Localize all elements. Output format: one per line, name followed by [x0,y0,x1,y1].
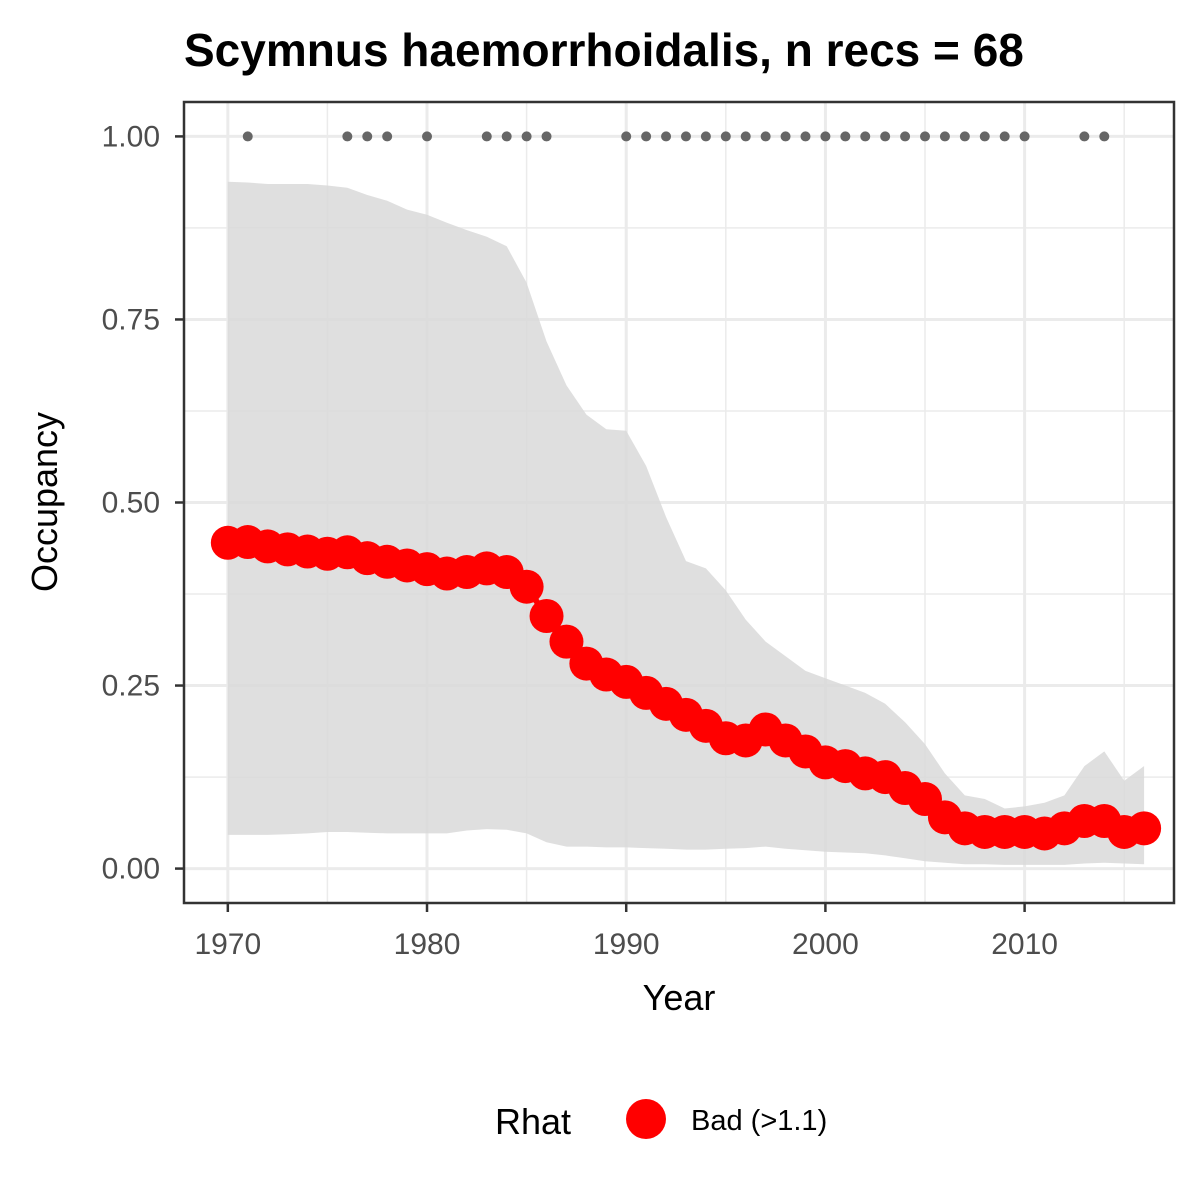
legend-key-bad [626,1099,666,1139]
record-point [720,131,731,142]
record-point [422,131,433,142]
record-point [760,131,771,142]
record-point [621,131,632,142]
x-tick-label: 1980 [394,928,461,961]
record-point [1099,131,1110,142]
x-tick-label: 1990 [593,928,660,961]
record-point [860,131,871,142]
data-point [1127,811,1162,846]
record-point [481,131,492,142]
record-point [780,131,791,142]
y-tick-label: 0.00 [102,853,160,886]
record-point [641,131,652,142]
record-point [521,131,532,142]
record-point [342,131,353,142]
record-point [959,131,970,142]
record-point [979,131,990,142]
record-point [700,131,711,142]
record-point [541,131,552,142]
record-point [880,131,891,142]
y-tick-label: 1.00 [102,120,160,153]
record-point [920,131,931,142]
record-point [680,131,691,142]
legend-label-bad: Bad (>1.1) [691,1105,827,1137]
y-tick-label: 0.75 [102,303,160,336]
record-point [900,131,911,142]
data-point [529,598,564,633]
record-point [840,131,851,142]
y-tick-label: 0.25 [102,670,160,703]
legend: Rhat Bad (>1.1) [495,1099,827,1142]
record-point [362,131,373,142]
x-tick-label: 1970 [194,928,261,961]
record-point [939,131,950,142]
record-point [382,131,393,142]
plot-panel: 1970 1980 1990 2000 2010 0.00 0.25 0.50 0.75 1.00 [102,100,1176,961]
record-point [1079,131,1090,142]
record-point [1019,131,1030,142]
legend-title: Rhat [495,1101,571,1142]
y-axis-title: Occupancy [24,412,65,592]
record-point [661,131,672,142]
credible-interval-ribbon [227,181,1145,865]
record-point [501,131,512,142]
x-tick-label: 2000 [792,928,859,961]
x-axis-title: Year [643,977,716,1018]
record-point [800,131,811,142]
x-tick-label: 2010 [991,928,1058,961]
data-point [549,624,584,659]
record-point [999,131,1010,142]
chart-title: Scymnus haemorrhoidalis, n recs = 68 [184,24,1024,76]
record-point [820,131,831,142]
record-point [740,131,751,142]
record-point [242,131,253,142]
y-tick-label: 0.50 [102,487,160,520]
data-point [509,569,544,604]
